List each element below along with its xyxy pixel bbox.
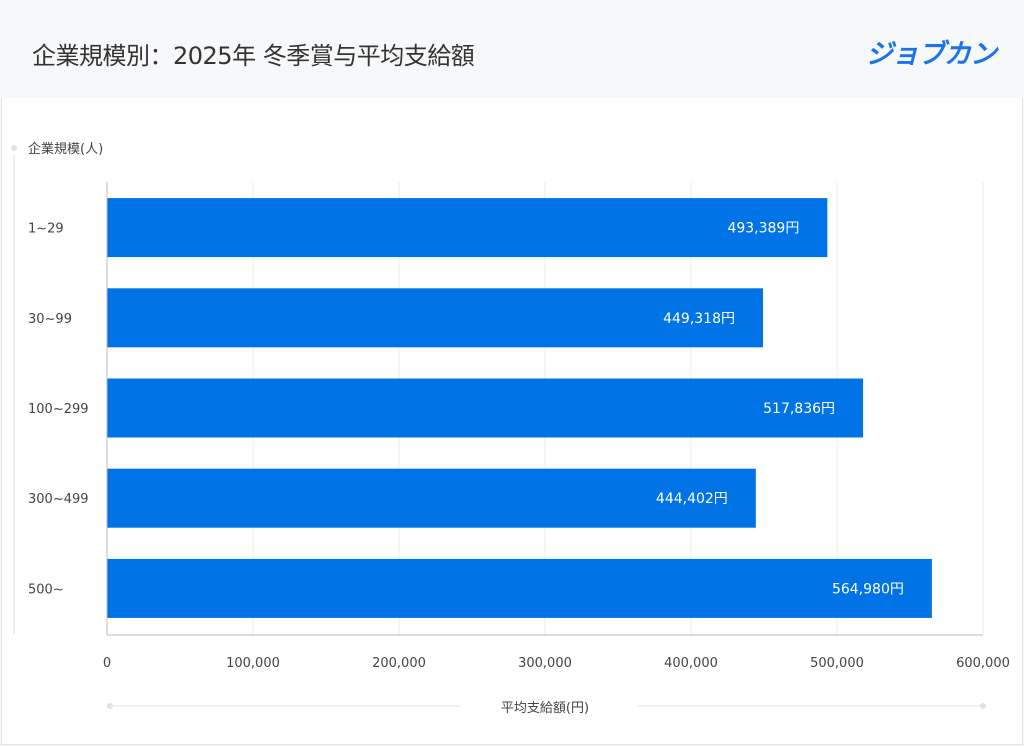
y-category-label: 30~99: [28, 312, 72, 327]
bar-data-label: 564,980円: [832, 581, 904, 597]
bar[interactable]: [107, 198, 828, 258]
x-tick-label: 100,000: [226, 656, 280, 671]
x-axis-title: 平均支給額(円): [501, 701, 589, 716]
bar-data-label: 517,836円: [763, 401, 835, 417]
bar-data-label: 493,389円: [727, 221, 799, 237]
y-axis-title: 企業規模(人): [28, 141, 103, 157]
page-title: 企業規模別：2025年 冬季賞与平均支給額: [32, 42, 475, 70]
y-category-label: 100~299: [28, 402, 89, 417]
y-category-label: 1~29: [28, 222, 64, 237]
x-axis-title-dot-right: [980, 703, 986, 709]
y-category-label: 500~: [28, 582, 64, 597]
bar-data-label: 444,402円: [656, 491, 728, 507]
x-tick-label: 200,000: [372, 656, 426, 671]
x-tick-label: 300,000: [518, 656, 572, 671]
y-category-label: 300~499: [28, 492, 89, 507]
bar[interactable]: [107, 558, 932, 618]
x-tick-label: 0: [103, 656, 111, 671]
x-tick-label: 600,000: [956, 656, 1010, 671]
bar-data-label: 449,318円: [663, 311, 735, 327]
x-tick-label: 400,000: [664, 656, 718, 671]
header: 企業規模別：2025年 冬季賞与平均支給額 ジョブカン: [0, 0, 1024, 98]
bar[interactable]: [107, 288, 764, 348]
bar[interactable]: [107, 468, 756, 528]
x-tick-label: 500,000: [810, 656, 864, 671]
y-axis-title-dot: [11, 145, 17, 151]
bar[interactable]: [107, 378, 864, 438]
jobcan-logo: ジョブカン: [866, 39, 997, 70]
